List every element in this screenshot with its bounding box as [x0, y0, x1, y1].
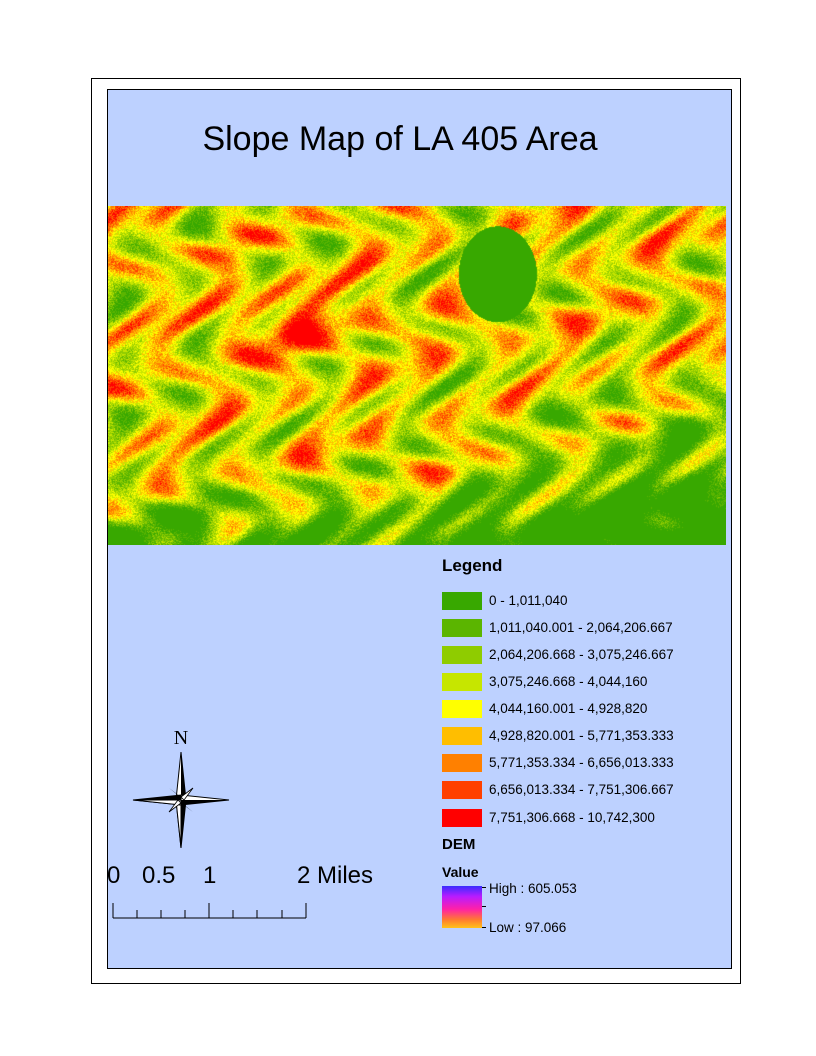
dem-color-ramp — [442, 886, 482, 928]
scale-label-0-5: 0.5 — [142, 862, 176, 889]
ramp-tick-low — [482, 927, 486, 928]
map-title: Slope Map of LA 405 Area — [202, 120, 598, 158]
slope-raster-map — [108, 206, 726, 545]
legend-swatch — [442, 809, 482, 827]
legend-label: 3,075,246.668 - 4,044,160 — [489, 674, 648, 689]
north-arrow-icon: N — [132, 728, 230, 849]
legend-label: 4,928,820.001 - 5,771,353.333 — [489, 728, 674, 743]
legend-swatch — [442, 700, 482, 718]
legend-label: 1,011,040.001 - 2,064,206.667 — [489, 620, 673, 635]
dem-legend-title: DEM — [442, 836, 476, 853]
scale-ticks — [112, 903, 307, 919]
legend-swatch — [442, 619, 482, 637]
legend-label: 7,751,306.668 - 10,742,300 — [489, 810, 655, 825]
legend-swatch — [442, 754, 482, 772]
legend-title: Legend — [442, 556, 503, 575]
ramp-tick-mid — [482, 906, 486, 907]
legend-label: 6,656,013.334 - 7,751,306.667 — [489, 782, 674, 797]
legend-swatch — [442, 592, 482, 610]
legend-label: 2,064,206.668 - 3,075,246.667 — [489, 647, 674, 662]
legend-label: 0 - 1,011,040 — [489, 593, 568, 608]
scale-label-0: 0 — [107, 862, 121, 889]
north-label: N — [174, 728, 188, 749]
dem-high-label: High : 605.053 — [489, 881, 577, 896]
dem-legend-subtitle: Value — [442, 864, 479, 880]
legend-label: 4,044,160.001 - 4,928,820 — [489, 701, 648, 716]
scale-bar: 0 0.5 1 2 Miles — [102, 862, 402, 932]
dem-low-label: Low : 97.066 — [489, 920, 567, 935]
scale-label-1: 1 — [203, 862, 217, 889]
legend-swatch — [442, 781, 482, 799]
legend-swatch — [442, 646, 482, 664]
scale-label-2-miles: 2 Miles — [297, 862, 374, 889]
ramp-tick-high — [482, 887, 486, 888]
legend-swatch — [442, 727, 482, 745]
legend-swatch — [442, 673, 482, 691]
legend-label: 5,771,353.334 - 6,656,013.333 — [489, 755, 674, 770]
